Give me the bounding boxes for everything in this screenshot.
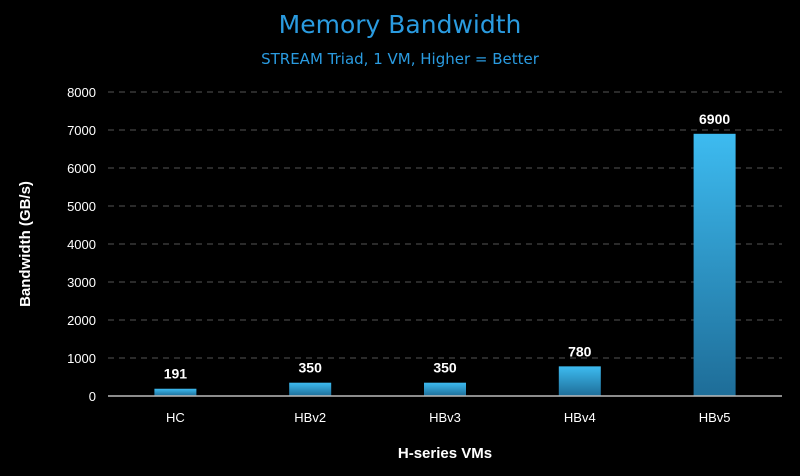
data-label: 350 — [299, 360, 323, 376]
x-tick-label: HBv3 — [429, 410, 461, 425]
y-tick-label: 5000 — [67, 199, 96, 214]
y-tick-label: 8000 — [67, 85, 96, 100]
data-label: 350 — [433, 360, 457, 376]
chart-subtitle: STREAM Triad, 1 VM, Higher = Better — [261, 50, 539, 68]
x-tick-label: HBv2 — [294, 410, 326, 425]
x-tick-label: HC — [166, 410, 185, 425]
bar-hc — [154, 388, 197, 396]
y-tick-label: 6000 — [67, 161, 96, 176]
y-tick-label: 7000 — [67, 123, 96, 138]
y-tick-label: 0 — [89, 389, 96, 404]
data-label: 780 — [568, 343, 592, 359]
y-tick-label: 1000 — [67, 351, 96, 366]
x-tick-label: HBv4 — [564, 410, 596, 425]
y-axis-label: Bandwidth (GB/s) — [17, 181, 34, 307]
y-tick-label: 3000 — [67, 275, 96, 290]
chart-title: Memory Bandwidth — [278, 10, 522, 39]
y-tick-label: 4000 — [67, 237, 96, 252]
x-tick-label: HBv5 — [699, 410, 731, 425]
bar-hbv4 — [558, 366, 601, 396]
y-tick-label: 2000 — [67, 313, 96, 328]
bar-hbv3 — [424, 382, 466, 396]
data-label: 6900 — [699, 111, 730, 127]
bar-hbv2 — [289, 382, 332, 396]
bar-hbv5 — [693, 133, 736, 397]
data-label: 191 — [164, 366, 188, 382]
x-axis-label: H-series VMs — [398, 445, 492, 462]
